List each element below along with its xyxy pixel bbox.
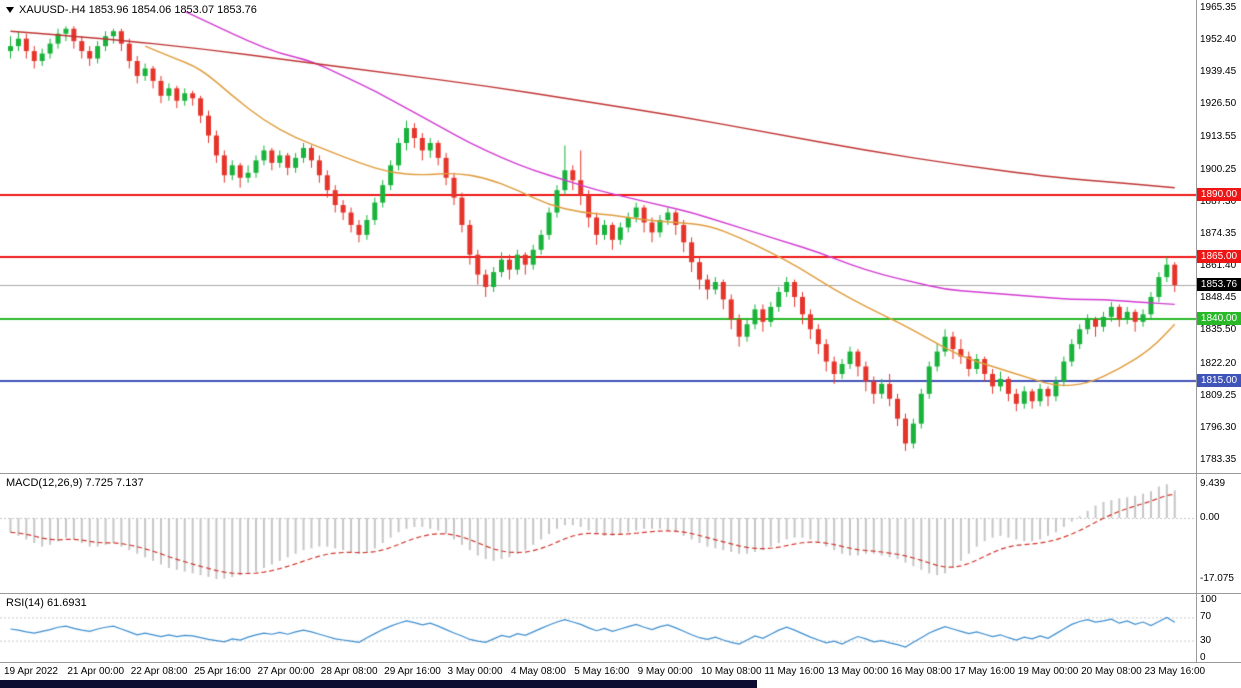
price-axis-label: 1848.45 <box>1200 292 1237 304</box>
time-axis-label: 17 May 16:00 <box>954 666 1015 677</box>
panel-separator[interactable] <box>0 473 1241 474</box>
time-axis-label: 10 May 08:00 <box>700 666 762 677</box>
price-axis-border <box>1196 0 1197 663</box>
macd-axis-label: -17.075 <box>1200 572 1234 584</box>
time-axis-label: 4 May 08:00 <box>510 666 566 677</box>
price-axis-label: 1796.30 <box>1200 421 1237 433</box>
time-axis-label: 13 May 00:00 <box>827 666 889 677</box>
rsi-label: RSI(14) 61.6931 <box>6 597 87 609</box>
time-axis-label: 9 May 00:00 <box>637 666 693 677</box>
bottom-dark-strip <box>0 680 757 688</box>
time-axis-label: 5 May 16:00 <box>574 666 630 677</box>
price-level-tag: 1815.00 <box>1197 374 1241 388</box>
price-axis-label: 1965.35 <box>1200 2 1237 13</box>
price-axis-label: 1926.50 <box>1200 98 1237 110</box>
rsi-axis-label: 0 <box>1200 652 1206 663</box>
macd-axis-label: 9.439 <box>1200 478 1226 490</box>
time-axis-label: 19 Apr 2022 <box>4 666 58 677</box>
price-axis-label: 1939.45 <box>1200 66 1237 78</box>
price-axis-label: 1835.50 <box>1200 324 1237 336</box>
time-axis-label: 11 May 16:00 <box>764 666 825 677</box>
time-axis-label: 22 Apr 08:00 <box>130 666 188 677</box>
price-axis-label: 1887.30 <box>1200 195 1237 207</box>
time-axis-label: 23 May 16:00 <box>1144 666 1206 677</box>
chart-title: XAUUSD-.H4 1853.96 1854.06 1853.07 1853.… <box>6 4 257 16</box>
price-axis[interactable]: 1965.35 1952.40 1939.45 1926.50 1913.55 1900.… <box>1197 0 1241 663</box>
macd-canvas[interactable] <box>0 474 1196 593</box>
macd-label: MACD(12,26,9) 7.725 7.137 <box>6 477 144 489</box>
time-axis[interactable]: 19 Apr 2022 21 Apr 00:00 22 Apr 08:00 25 Ap… <box>0 663 1241 680</box>
panel-separator[interactable] <box>0 593 1241 594</box>
panel-separator[interactable] <box>0 662 1241 663</box>
time-axis-label: 20 May 08:00 <box>1081 666 1142 677</box>
time-axis-label: 3 May 00:00 <box>447 666 503 677</box>
price-axis-label: 1822.20 <box>1200 357 1237 369</box>
price-chart-canvas[interactable] <box>0 0 1196 473</box>
time-axis-label: 28 Apr 08:00 <box>320 666 378 677</box>
current-price-tag: 1853.76 <box>1197 278 1241 292</box>
chart-ohlc-title: XAUUSD-.H4 1853.96 1854.06 1853.07 1853.… <box>19 4 257 16</box>
time-axis-label: 29 Apr 16:00 <box>384 666 441 677</box>
macd-axis-label: 0.00 <box>1200 512 1220 523</box>
time-axis-label: 21 Apr 00:00 <box>67 666 125 677</box>
time-axis-label: 16 May 08:00 <box>891 666 952 677</box>
time-axis-label: 19 May 00:00 <box>1017 666 1079 677</box>
chart-menu-icon[interactable] <box>6 7 14 13</box>
price-axis-label: 1952.40 <box>1200 34 1237 46</box>
price-axis-label: 1913.55 <box>1200 130 1237 142</box>
price-axis-label: 1861.40 <box>1200 260 1237 272</box>
rsi-canvas[interactable] <box>0 594 1196 662</box>
price-axis-label: 1809.25 <box>1200 389 1237 401</box>
rsi-axis-label: 30 <box>1200 634 1212 646</box>
time-axis-label: 27 Apr 00:00 <box>257 666 315 677</box>
price-axis-label: 1783.35 <box>1200 454 1237 465</box>
price-axis-label: 1900.25 <box>1200 163 1237 175</box>
rsi-axis-label: 70 <box>1200 611 1212 623</box>
price-level-tag: 1865.00 <box>1197 250 1241 264</box>
price-axis-label: 1874.35 <box>1200 228 1237 239</box>
time-axis-label: 25 Apr 16:00 <box>194 666 251 677</box>
price-level-tag: 1840.00 <box>1197 312 1241 326</box>
price-level-tag: 1890.00 <box>1197 188 1241 202</box>
rsi-axis-label: 100 <box>1200 594 1217 605</box>
